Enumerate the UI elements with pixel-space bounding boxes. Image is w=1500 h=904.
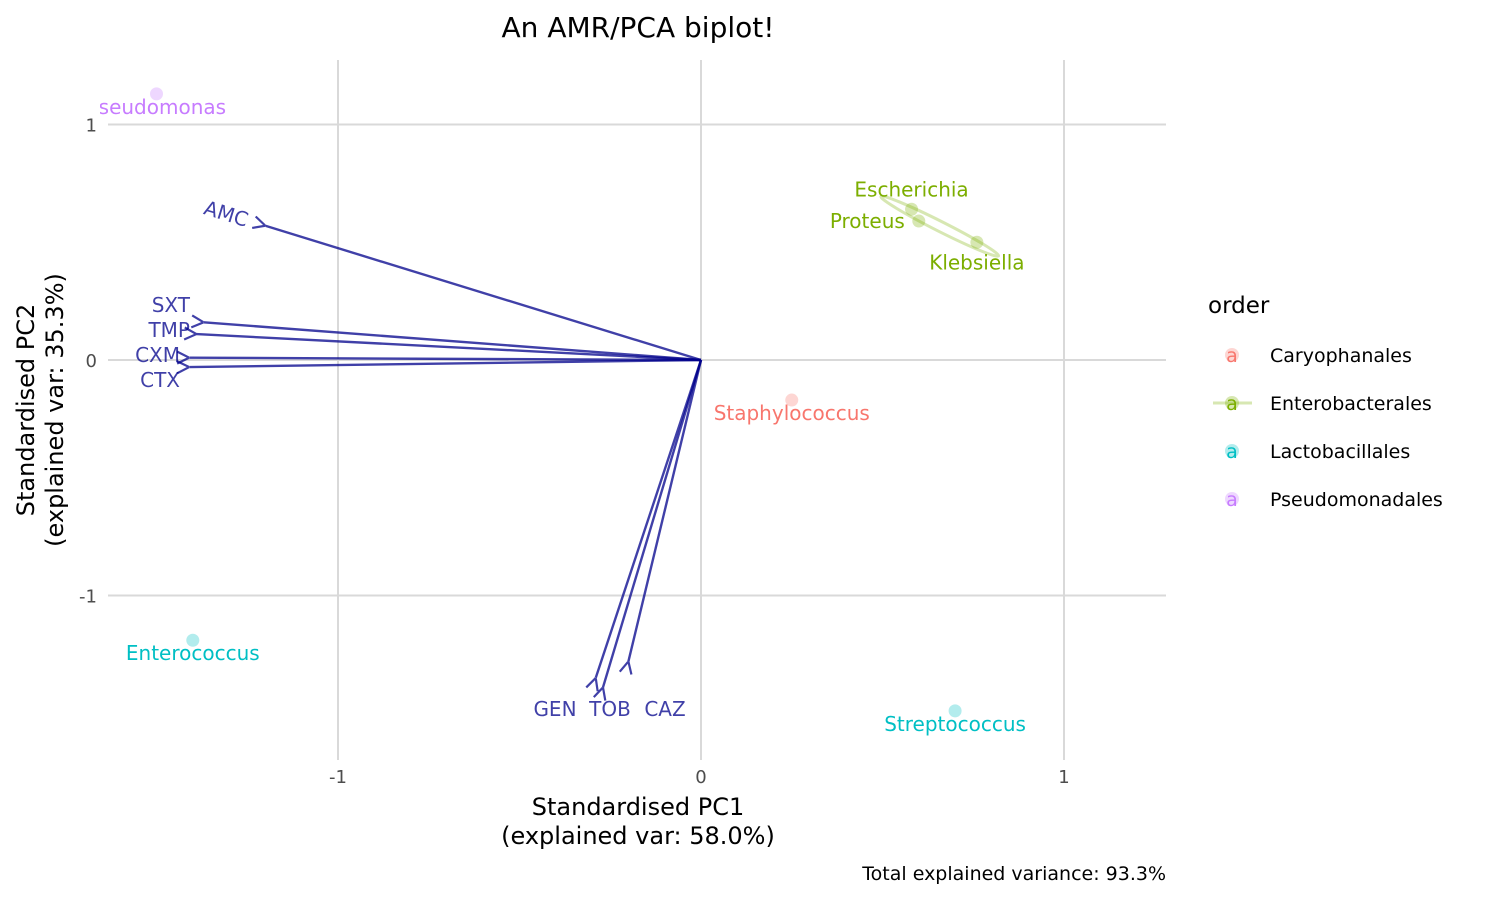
- point-label: Staphylococcus: [714, 401, 870, 425]
- loading-label: CXM: [135, 343, 180, 367]
- legend-text-key: a: [1226, 345, 1238, 367]
- x-tick-label: 0: [695, 767, 706, 788]
- legend-item: a Pseudomonadales: [1225, 489, 1443, 511]
- data-point: [186, 633, 200, 647]
- caption: Total explained variance: 93.3%: [861, 863, 1166, 885]
- point-label: Proteus: [830, 209, 905, 233]
- legend-text-key: a: [1226, 489, 1238, 511]
- point-label: Enterococcus: [126, 641, 260, 665]
- y-axis-label: Standardised PC2 (explained var: 35.3%): [12, 273, 69, 547]
- data-point: [150, 87, 163, 101]
- y-tick-label: -1: [79, 587, 97, 608]
- data-point: [948, 704, 962, 718]
- tick-labels: -1 0 1 -1 0 1: [79, 116, 1070, 789]
- loading-arrow: [265, 226, 702, 362]
- loading-label: TMP: [147, 318, 190, 342]
- x-axis-label-line: (explained var: 58.0%): [501, 822, 775, 850]
- legend: order a Caryophanales a Enterobacterales a La…: [1208, 293, 1443, 511]
- legend-label: Pseudomonadales: [1270, 489, 1443, 511]
- y-tick-label: 0: [86, 351, 97, 372]
- loading-label: CTX: [140, 368, 180, 392]
- legend-point-key: [1225, 492, 1239, 506]
- legend-item: a Lactobacillales: [1225, 441, 1410, 463]
- y-tick-label: 1: [86, 116, 97, 137]
- y-axis-label-line: (explained var: 35.3%): [41, 273, 69, 547]
- loading-arrow: [204, 322, 702, 362]
- loading-label: TOB: [588, 697, 631, 721]
- legend-text-key: a: [1226, 441, 1238, 463]
- confidence-ellipse: [879, 194, 1001, 258]
- loading-label: AMC: [201, 196, 251, 232]
- loading-arrow: [603, 359, 703, 687]
- legend-title: order: [1208, 293, 1270, 319]
- loading-label: CAZ: [644, 697, 685, 721]
- x-axis-label: Standardised PC1(explained var: 58.0%): [501, 793, 775, 850]
- data-point: [912, 214, 926, 228]
- legend-label: Caryophanales: [1270, 345, 1412, 367]
- loading-arrow: [628, 359, 703, 661]
- loading-label: SXT: [152, 293, 191, 317]
- loading-arrow: [596, 359, 703, 678]
- point-label: Klebsiella: [929, 250, 1024, 274]
- x-axis-label-line: Standardised PC1: [532, 793, 744, 821]
- chart-title: An AMR/PCA biplot!: [502, 11, 775, 44]
- point-label: Pseudomonas: [87, 95, 226, 119]
- loading-label: GEN: [533, 697, 576, 721]
- x-tick-label: -1: [329, 767, 347, 788]
- legend-point-key: [1225, 348, 1239, 362]
- legend-label: Lactobacillales: [1270, 441, 1410, 463]
- loading-arrow: [189, 358, 702, 360]
- legend-point-key: [1225, 444, 1239, 458]
- data-point: [970, 235, 984, 249]
- grid: [108, 60, 1166, 760]
- x-tick-label: 1: [1058, 767, 1069, 788]
- point-label: Escherichia: [854, 177, 968, 201]
- data-point: [905, 202, 919, 216]
- legend-point-key: [1225, 396, 1239, 410]
- legend-item: a Caryophanales: [1225, 345, 1412, 367]
- loading-arrow: [196, 334, 702, 362]
- legend-item: a Enterobacterales: [1213, 393, 1432, 415]
- point-label: Streptococcus: [884, 712, 1026, 736]
- legend-label: Enterobacterales: [1270, 393, 1432, 415]
- data-point: [785, 393, 799, 407]
- y-axis-label-line: Standardised PC2: [12, 304, 40, 516]
- legend-text-key: a: [1226, 393, 1238, 415]
- loading-arrow: [189, 358, 702, 367]
